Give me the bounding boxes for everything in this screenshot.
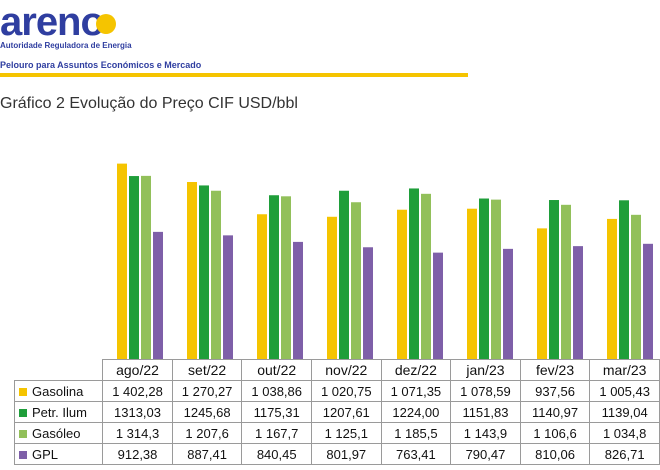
x-tick-label: jan/23	[450, 359, 521, 381]
data-label: 1 270,27	[171, 380, 243, 402]
bar-gas-leo-nov-22	[351, 202, 361, 359]
x-tick-label: fev/23	[519, 359, 591, 381]
data-label: 1140,97	[519, 401, 591, 423]
data-label: 887,41	[171, 443, 243, 465]
legend-entry: Gasóleo	[13, 422, 104, 444]
bar-gasolina-jan-23	[467, 208, 477, 359]
bar-gpl-set-22	[223, 235, 233, 359]
data-label: 1 314,3	[102, 422, 173, 444]
x-tick-label: nov/22	[310, 359, 382, 381]
bar-gpl-ago-22	[153, 231, 163, 359]
bar-gas-leo-dez-22	[421, 193, 431, 359]
logo: areno	[0, 0, 105, 44]
data-label: 1 106,6	[519, 422, 591, 444]
data-label: 1 402,28	[102, 380, 173, 402]
table-corner	[15, 360, 103, 381]
data-label: 826,71	[589, 443, 660, 465]
data-label: 1 005,43	[589, 380, 660, 402]
data-label: 1 185,5	[380, 422, 452, 444]
table-row: Gasóleo 1 314,3 1 207,6 1 167,7 1 125,1 1 185…	[13, 422, 660, 444]
department-label: Pelouro para Assuntos Económicos e Merca…	[0, 60, 202, 70]
x-tick-label: out/22	[241, 359, 312, 381]
bar-gpl-nov-22	[363, 247, 373, 359]
data-label: 763,41	[380, 443, 452, 465]
data-label: 912,38	[102, 443, 173, 465]
data-label: 1 034,8	[589, 422, 660, 444]
data-label: 1224,00	[380, 401, 452, 423]
bar-gasolina-dez-22	[397, 209, 407, 359]
bar-petr-ilum-jan-23	[479, 198, 489, 359]
legend-swatch	[19, 387, 27, 396]
data-label: 1245,68	[171, 401, 243, 423]
bar-gpl-dez-22	[433, 252, 443, 359]
legend-label: Gasolina	[32, 383, 84, 399]
legend-swatch	[19, 450, 27, 459]
header-divider	[0, 73, 468, 77]
chart-title: Gráfico 2 Evolução do Preço CIF USD/bbl	[0, 95, 298, 112]
x-tick-label: mar/23	[589, 359, 660, 381]
x-tick-label: set/22	[171, 359, 243, 381]
data-label: 1 125,1	[310, 422, 382, 444]
bar-petr-ilum-nov-22	[339, 190, 349, 359]
bar-petr-ilum-out-22	[269, 195, 279, 359]
data-label: 801,97	[310, 443, 382, 465]
x-tick-label: dez/22	[380, 359, 452, 381]
data-label: 1 071,35	[380, 380, 452, 402]
bar-petr-ilum-fev-23	[549, 200, 559, 359]
bar-gasolina-nov-22	[327, 216, 337, 359]
logo-tagline: Autoridade Reguladora de Energia	[0, 41, 132, 50]
bar-gpl-mar-23	[643, 243, 653, 359]
bar-gpl-out-22	[293, 241, 303, 359]
table-row: Petr. Ilum 1313,03 1245,68 1175,31 1207,61 12…	[13, 401, 660, 423]
bar-gasolina-fev-23	[537, 228, 547, 359]
legend-swatch	[19, 429, 27, 438]
data-label: 810,06	[519, 443, 591, 465]
legend-entry: GPL	[13, 443, 104, 465]
bar-gas-leo-jan-23	[491, 199, 501, 359]
bar-gas-leo-set-22	[211, 190, 221, 359]
bar-gasolina-ago-22	[117, 163, 127, 359]
logo-mark-icon	[96, 14, 116, 34]
data-label: 1 020,75	[310, 380, 382, 402]
data-label: 1 143,9	[450, 422, 521, 444]
bar-gas-leo-fev-23	[561, 204, 571, 359]
bar-gasolina-out-22	[257, 214, 267, 359]
legend-entry: Gasolina	[13, 380, 104, 402]
table-row: GPL 912,38 887,41 840,45 801,97 763,41 790,47 8…	[13, 443, 660, 465]
data-label: 1 078,59	[450, 380, 521, 402]
data-label: 1313,03	[102, 401, 173, 423]
bar-petr-ilum-mar-23	[619, 200, 629, 359]
bar-gpl-fev-23	[573, 246, 583, 359]
data-label: 1 207,6	[171, 422, 243, 444]
bar-gas-leo-out-22	[281, 196, 291, 359]
bar-gasolina-mar-23	[607, 218, 617, 359]
bar-gas-leo-mar-23	[631, 214, 641, 359]
data-label: 1 038,86	[241, 380, 312, 402]
data-label: 937,56	[519, 380, 591, 402]
legend-label: Gasóleo	[32, 425, 81, 441]
legend-label: Petr. Ilum	[32, 404, 87, 420]
legend-label: GPL	[32, 446, 59, 462]
data-label: 1175,31	[241, 401, 312, 423]
bar-gasolina-set-22	[187, 182, 197, 359]
bar-petr-ilum-dez-22	[409, 188, 419, 359]
table-row: Gasolina 1 402,28 1 270,27 1 038,86 1 020,75…	[13, 380, 660, 402]
data-label: 840,45	[241, 443, 312, 465]
legend-entry: Petr. Ilum	[13, 401, 104, 423]
data-label: 1 167,7	[241, 422, 312, 444]
data-label: 1139,04	[589, 401, 660, 423]
bar-petr-ilum-ago-22	[129, 176, 139, 359]
data-label: 1207,61	[310, 401, 382, 423]
x-tick-label: ago/22	[102, 359, 173, 381]
bar-petr-ilum-set-22	[199, 185, 209, 359]
table-header-row: ago/22 set/22 out/22 nov/22 dez/22 jan/23 fev/…	[15, 359, 660, 381]
bar-gas-leo-ago-22	[141, 175, 151, 359]
data-table: ago/22 set/22 out/22 nov/22 dez/22 jan/23 fev/…	[13, 359, 660, 465]
bar-gpl-jan-23	[503, 248, 513, 359]
data-label: 1151,83	[450, 401, 521, 423]
legend-swatch	[19, 408, 27, 417]
data-label: 790,47	[450, 443, 521, 465]
